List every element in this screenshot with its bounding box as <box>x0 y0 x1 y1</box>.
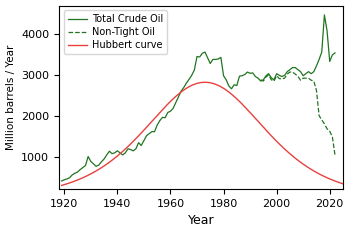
Total Crude Oil <box>139 144 144 147</box>
Hubbert curve <box>251 115 256 118</box>
Total Crude Oil <box>309 72 313 75</box>
Hubbert curve <box>215 83 219 86</box>
Line: Hubbert curve: Hubbert curve <box>62 82 350 192</box>
Legend: Total Crude Oil, Non-Tight Oil, Hubbert curve: Total Crude Oil, Non-Tight Oil, Hubbert … <box>64 10 167 54</box>
Non-Tight Oil <box>320 118 324 121</box>
Hubbert curve <box>203 81 207 84</box>
Non-Tight Oil <box>285 73 289 75</box>
Non-Tight Oil <box>274 74 279 77</box>
Non-Tight Oil <box>293 73 297 75</box>
Non-Tight Oil <box>280 78 284 80</box>
Y-axis label: Million barrels / Year: Million barrels / Year <box>6 45 15 150</box>
Non-Tight Oil <box>261 80 265 82</box>
Non-Tight Oil <box>309 79 313 82</box>
Non-Tight Oil <box>333 154 337 157</box>
Non-Tight Oil <box>267 74 271 76</box>
Non-Tight Oil <box>282 77 287 80</box>
Non-Tight Oil <box>306 77 310 80</box>
Non-Tight Oil <box>304 77 308 80</box>
Non-Tight Oil <box>277 77 281 80</box>
Hubbert curve <box>213 83 217 86</box>
Non-Tight Oil <box>312 80 316 82</box>
Hubbert curve <box>60 184 64 187</box>
Non-Tight Oil <box>269 79 273 81</box>
Total Crude Oil <box>333 51 337 54</box>
Line: Non-Tight Oil: Non-Tight Oil <box>261 72 335 155</box>
Total Crude Oil <box>68 176 72 179</box>
Non-Tight Oil <box>290 71 295 73</box>
Non-Tight Oil <box>288 71 292 73</box>
Non-Tight Oil <box>325 127 329 130</box>
Total Crude Oil <box>195 55 199 58</box>
X-axis label: Year: Year <box>188 214 214 227</box>
Non-Tight Oil <box>296 75 300 78</box>
Total Crude Oil <box>325 29 329 32</box>
Total Crude Oil <box>60 180 64 182</box>
Non-Tight Oil <box>272 80 276 82</box>
Non-Tight Oil <box>330 136 335 138</box>
Non-Tight Oil <box>301 77 305 80</box>
Non-Tight Oil <box>259 79 263 81</box>
Total Crude Oil <box>128 148 133 151</box>
Non-Tight Oil <box>264 75 268 78</box>
Non-Tight Oil <box>328 130 332 133</box>
Total Crude Oil <box>322 14 327 16</box>
Line: Total Crude Oil: Total Crude Oil <box>62 15 335 181</box>
Hubbert curve <box>234 97 238 99</box>
Non-Tight Oil <box>317 114 321 117</box>
Non-Tight Oil <box>322 123 327 125</box>
Non-Tight Oil <box>314 89 318 92</box>
Non-Tight Oil <box>299 79 303 82</box>
Hubbert curve <box>323 176 328 178</box>
